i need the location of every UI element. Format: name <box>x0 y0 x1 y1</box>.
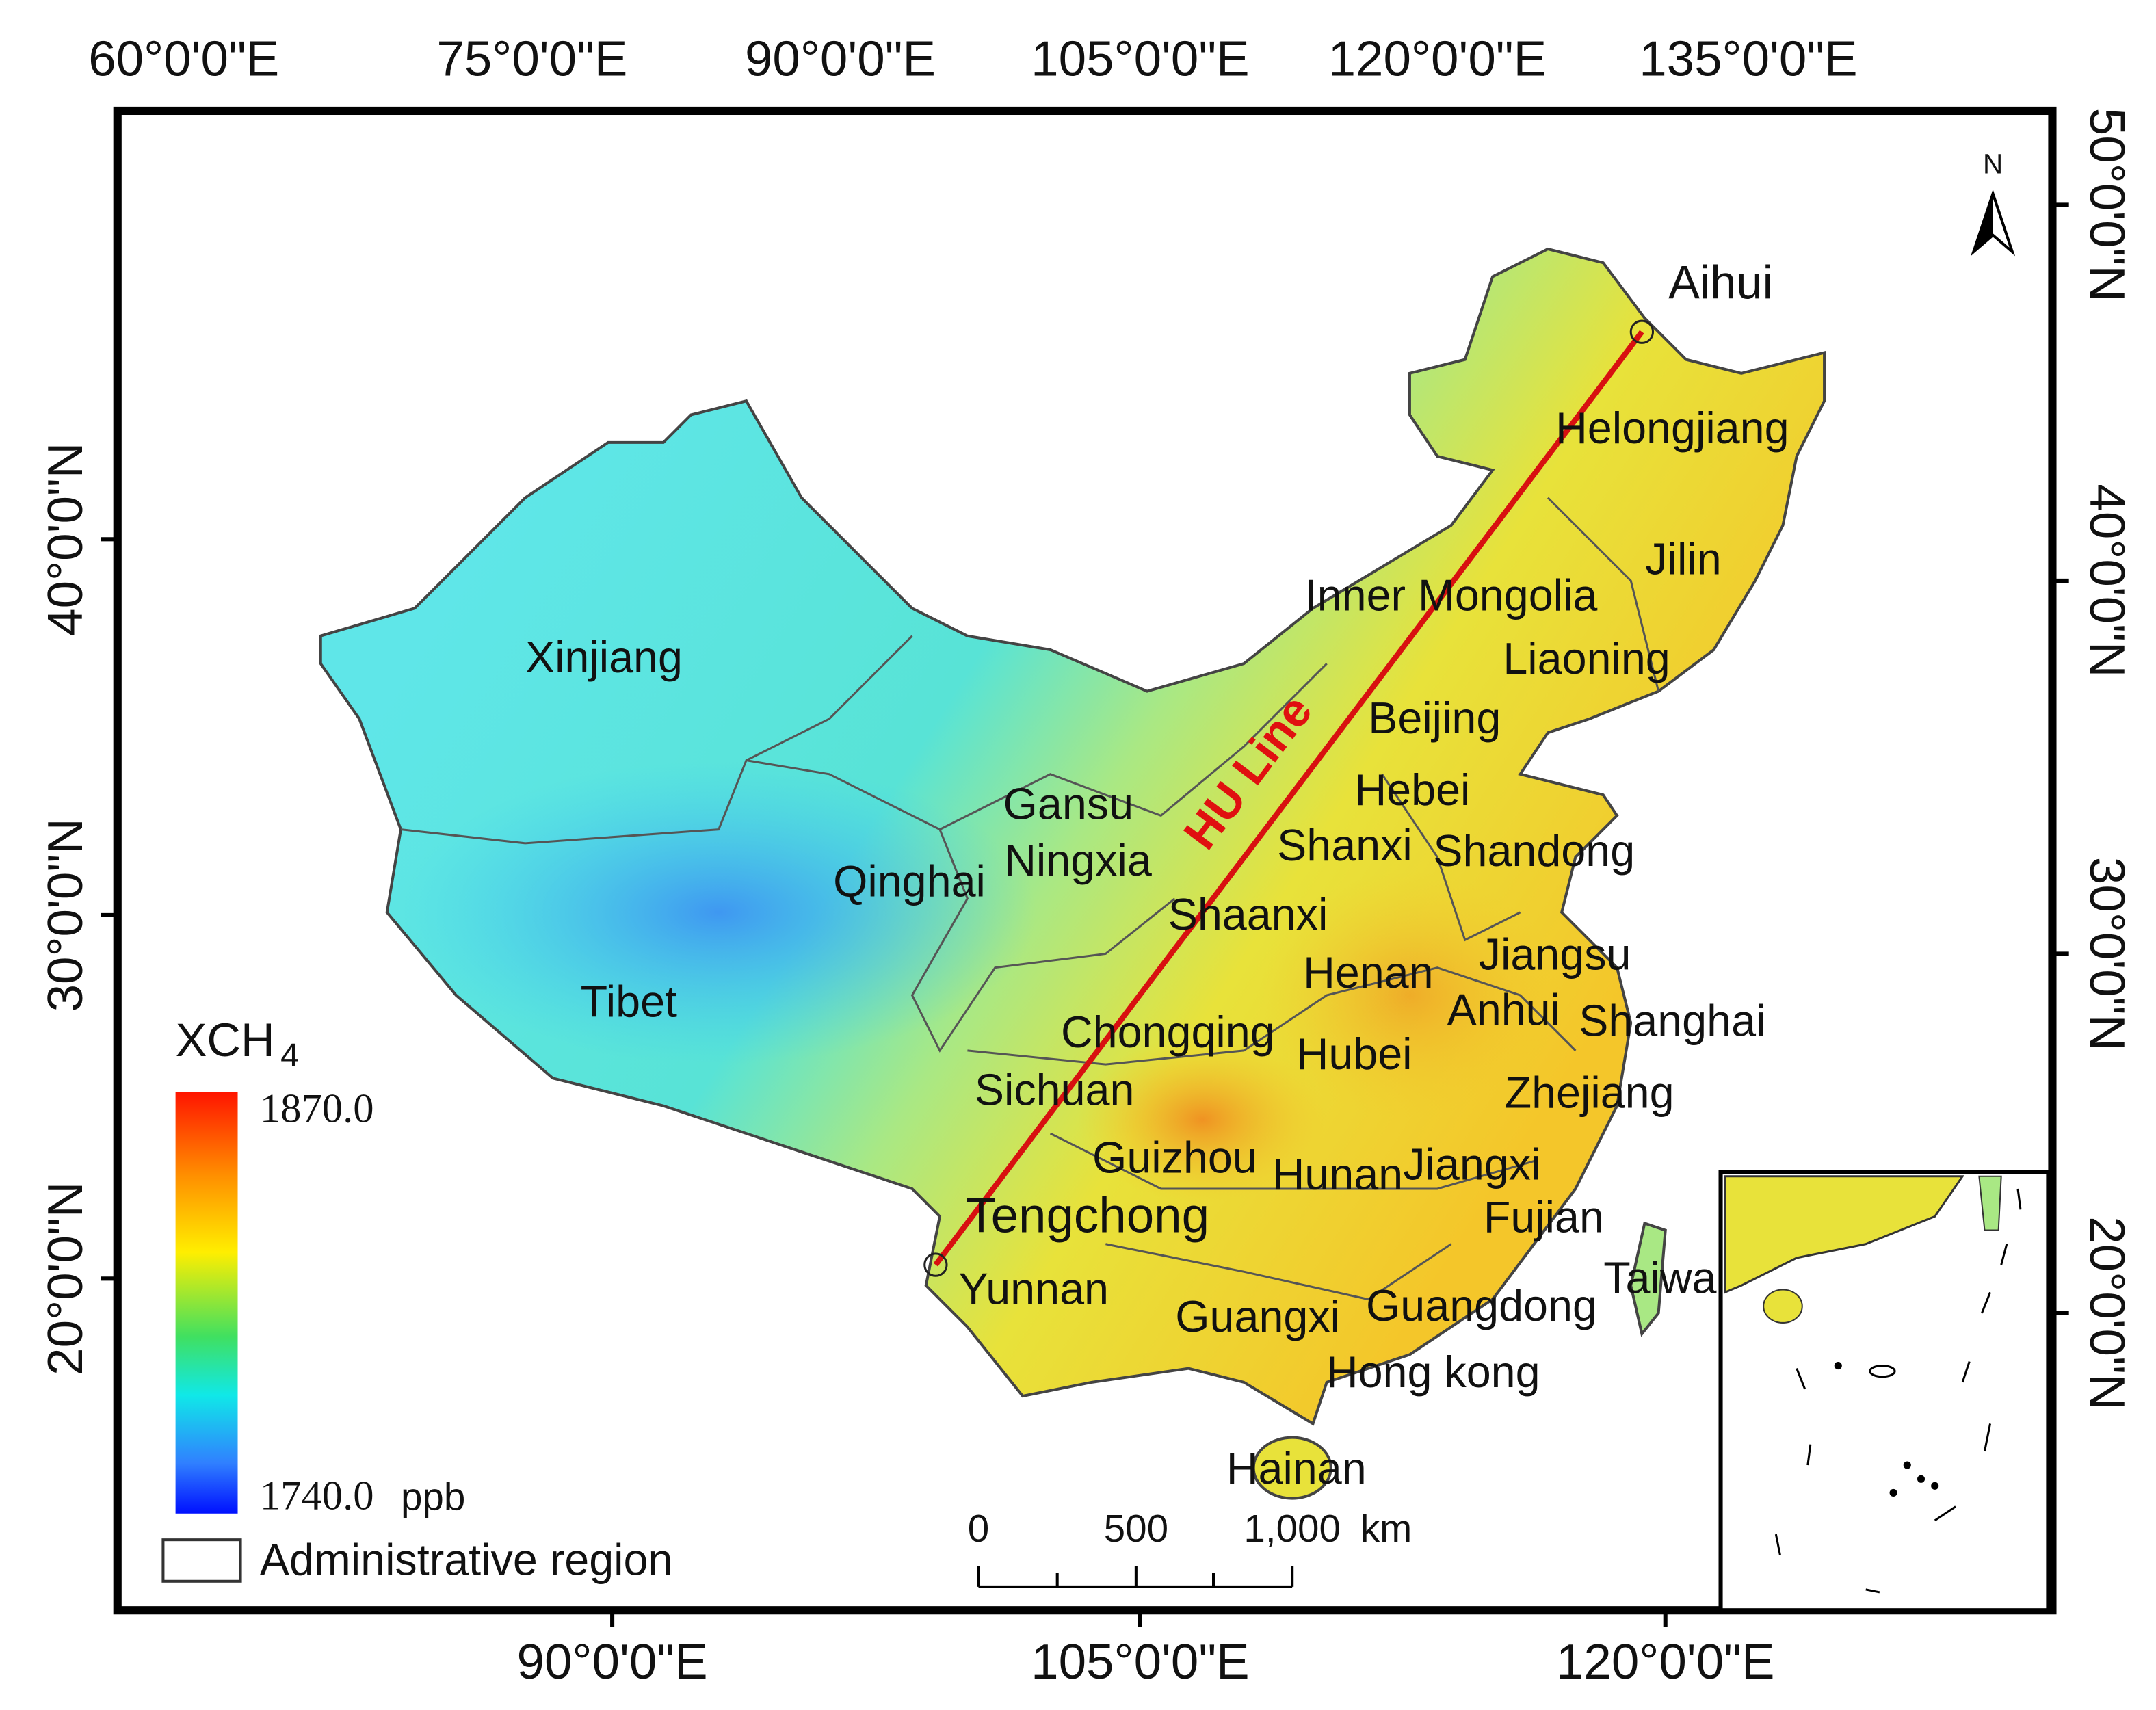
hu-line-end: Aihui <box>1668 256 1773 309</box>
province-label: Xinjiang <box>525 632 683 682</box>
scale-label: 500 <box>1104 1507 1168 1550</box>
province-label: Shanxi <box>1277 820 1412 870</box>
province-label: Yunnan <box>959 1264 1109 1314</box>
province-label: Inner Mongolia <box>1305 570 1598 620</box>
scale-label: 0 <box>968 1507 989 1550</box>
top-axis-label: 105°0'0"E <box>1031 31 1250 86</box>
province-label: Qinghai <box>833 856 986 906</box>
north-label: N <box>1983 148 2003 179</box>
province-label: Shanghai <box>1579 996 1765 1046</box>
province-label: Helongjiang <box>1555 403 1789 453</box>
legend-max: 1870.0 <box>260 1086 374 1132</box>
inset-hainan <box>1763 1289 1803 1324</box>
right-axis-label: 40°0'0"N <box>2079 484 2135 677</box>
province-label: Hunan <box>1273 1149 1403 1199</box>
bottom-axis-label: 120°0'0"E <box>1556 1634 1775 1689</box>
province-label: Hainan <box>1226 1443 1367 1493</box>
province-label: Sichuan <box>975 1065 1135 1115</box>
province-label: Jiangxi <box>1403 1140 1540 1189</box>
province-label: Guangxi <box>1175 1291 1340 1341</box>
bottom-axis-label: 90°0'0"E <box>517 1634 708 1689</box>
province-label: Zhejiang <box>1505 1068 1674 1118</box>
right-axis-label: 30°0'0"N <box>2079 857 2135 1051</box>
right-axis-label: 50°0'0"N <box>2079 108 2135 302</box>
province-label: Henan <box>1303 947 1433 997</box>
taiwan-island <box>1629 1221 1667 1337</box>
province-label: Fujian <box>1484 1192 1604 1242</box>
province-label: Hong kong <box>1326 1347 1540 1397</box>
province-label: Ningxia <box>1004 835 1152 885</box>
top-axis-label: 90°0'0"E <box>745 31 936 86</box>
province-label: Guizhou <box>1092 1133 1257 1183</box>
top-axis-label: 60°0'0"E <box>88 31 279 86</box>
province-label: Chongqing <box>1061 1007 1275 1057</box>
top-axis-label: 120°0'0"E <box>1328 31 1547 86</box>
legend-title-subscript: 4 <box>280 1037 299 1074</box>
hu-line-start: Tengchong <box>966 1188 1209 1244</box>
scale-bar <box>977 1566 1294 1588</box>
province-label: Jilin <box>1645 534 1721 584</box>
province-label: Tibet <box>581 976 677 1026</box>
province-label: Beijing <box>1368 693 1501 743</box>
inset-taiwan <box>1978 1175 2002 1231</box>
hainan-island <box>1252 1436 1332 1500</box>
legend-title: XCH <box>176 1014 275 1066</box>
right-axis-label: 20°0'0"N <box>2079 1216 2135 1410</box>
scale-unit: km <box>1360 1507 1412 1550</box>
inset-land <box>1724 1175 1965 1294</box>
legend-unit: ppb <box>401 1475 465 1518</box>
province-labels: Xinjiang Tibet Qinghai Gansu Ningxia Inner Mo… <box>525 403 1789 1493</box>
top-axis-label: 75°0'0"E <box>436 31 627 86</box>
province-label: Taiwan <box>1603 1252 1741 1302</box>
hu-line <box>933 330 1644 1267</box>
province-label: Guangdong <box>1366 1280 1597 1330</box>
top-axis-label: 135°0'0"E <box>1639 31 1858 86</box>
legend-min: 1740.0 <box>260 1473 374 1518</box>
boundary-swatch <box>161 1538 242 1583</box>
aihui-marker <box>1629 319 1655 344</box>
tengchong-marker <box>923 1252 948 1277</box>
boundary-label: Administrative region <box>260 1535 673 1585</box>
province-label: Hebei <box>1355 765 1471 815</box>
color-bar <box>175 1092 238 1514</box>
inset-islands <box>1774 1188 2022 1594</box>
left-axis-label: 30°0'0"N <box>38 818 93 1012</box>
bottom-axis-label: 105°0'0"E <box>1031 1634 1250 1689</box>
left-axis-label: 40°0'0"N <box>38 443 93 636</box>
province-label: Jiangsu <box>1479 930 1631 979</box>
province-label: Gansu <box>1003 778 1133 828</box>
left-axis-label: 20°0'0"N <box>38 1182 93 1376</box>
province-label: Hubei <box>1297 1029 1412 1079</box>
scale-label: 1,000 <box>1244 1507 1341 1550</box>
province-label: Shaanxi <box>1168 889 1328 939</box>
province-boundaries <box>400 497 1660 1301</box>
province-label: Shandong <box>1433 826 1635 876</box>
province-label: Liaoning <box>1503 633 1670 683</box>
province-label: Anhui <box>1447 984 1560 1034</box>
